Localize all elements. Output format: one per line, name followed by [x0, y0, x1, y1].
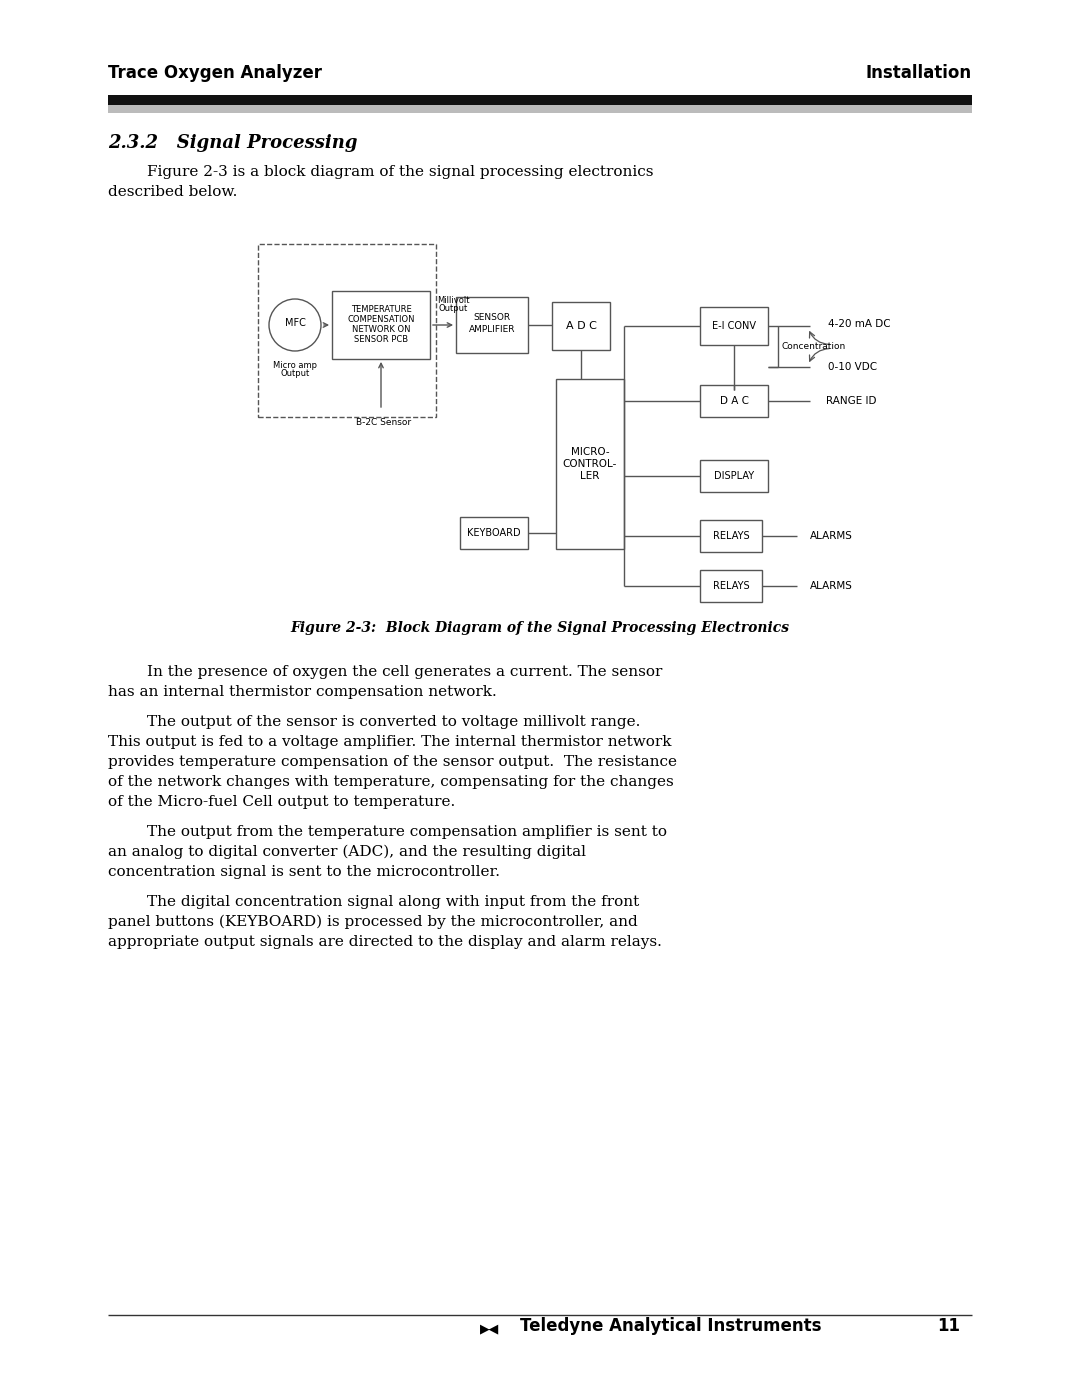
Text: MICRO-: MICRO-: [570, 447, 609, 457]
Text: appropriate output signals are directed to the display and alarm relays.: appropriate output signals are directed …: [108, 935, 662, 949]
Bar: [332, 291, 430, 359]
Text: The output from the temperature compensation amplifier is sent to: The output from the temperature compensa…: [108, 826, 667, 840]
Text: A D C: A D C: [566, 321, 596, 331]
Text: KEYBOARD: KEYBOARD: [468, 528, 521, 538]
Text: Teledyne Analytical Instruments: Teledyne Analytical Instruments: [519, 1317, 822, 1336]
Text: of the Micro-fuel Cell output to temperature.: of the Micro-fuel Cell output to tempera…: [108, 795, 456, 809]
Text: Millivolt: Millivolt: [436, 296, 469, 305]
Text: 2.3.2   Signal Processing: 2.3.2 Signal Processing: [108, 134, 357, 152]
Text: D A C: D A C: [719, 395, 748, 407]
Text: 0-10 VDC: 0-10 VDC: [828, 362, 877, 372]
Text: an analog to digital converter (ADC), and the resulting digital: an analog to digital converter (ADC), an…: [108, 845, 586, 859]
Text: SENSOR PCB: SENSOR PCB: [354, 335, 408, 345]
Text: Installation: Installation: [866, 64, 972, 82]
Bar: [700, 520, 762, 552]
Text: LER: LER: [580, 471, 599, 481]
Text: 4-20 mA DC: 4-20 mA DC: [828, 319, 891, 330]
Bar: [460, 517, 528, 549]
Text: TEMPERATURE: TEMPERATURE: [351, 306, 411, 314]
Text: E-I CONV: E-I CONV: [712, 321, 756, 331]
Text: In the presence of oxygen the cell generates a current. The sensor: In the presence of oxygen the cell gener…: [108, 665, 662, 679]
Bar: [556, 379, 624, 549]
Text: Output: Output: [281, 369, 310, 379]
Text: Figure 2-3 is a block diagram of the signal processing electronics: Figure 2-3 is a block diagram of the sig…: [108, 165, 653, 179]
Text: Trace Oxygen Analyzer: Trace Oxygen Analyzer: [108, 64, 322, 82]
Text: NETWORK ON: NETWORK ON: [352, 326, 410, 334]
Text: The output of the sensor is converted to voltage millivolt range.: The output of the sensor is converted to…: [108, 715, 640, 729]
Bar: [700, 570, 762, 602]
Text: ▶◀: ▶◀: [481, 1322, 500, 1336]
Text: RANGE ID: RANGE ID: [826, 395, 877, 407]
Text: This output is fed to a voltage amplifier. The internal thermistor network: This output is fed to a voltage amplifie…: [108, 735, 672, 749]
Bar: [456, 298, 528, 353]
Text: Concentration: Concentration: [782, 342, 847, 351]
Text: DISPLAY: DISPLAY: [714, 471, 754, 481]
Text: CONTROL-: CONTROL-: [563, 460, 617, 469]
Text: COMPENSATION: COMPENSATION: [348, 316, 415, 324]
Text: concentration signal is sent to the microcontroller.: concentration signal is sent to the micr…: [108, 865, 500, 879]
Text: ALARMS: ALARMS: [810, 531, 853, 541]
Text: MFC: MFC: [284, 319, 306, 328]
Text: panel buttons (KEYBOARD) is processed by the microcontroller, and: panel buttons (KEYBOARD) is processed by…: [108, 915, 638, 929]
Bar: [700, 307, 768, 345]
Bar: [552, 302, 610, 351]
Text: RELAYS: RELAYS: [713, 531, 750, 541]
Text: described below.: described below.: [108, 184, 238, 198]
Bar: [700, 386, 768, 416]
Bar: [700, 460, 768, 492]
Text: The digital concentration signal along with input from the front: The digital concentration signal along w…: [108, 895, 639, 909]
Bar: [108, 95, 972, 105]
Text: of the network changes with temperature, compensating for the changes: of the network changes with temperature,…: [108, 775, 674, 789]
Text: Output: Output: [438, 305, 468, 313]
Text: RELAYS: RELAYS: [713, 581, 750, 591]
Text: Figure 2-3:  Block Diagram of the Signal Processing Electronics: Figure 2-3: Block Diagram of the Signal …: [291, 622, 789, 636]
Text: ALARMS: ALARMS: [810, 581, 853, 591]
Text: Micro amp: Micro amp: [273, 360, 318, 370]
Text: 11: 11: [937, 1317, 960, 1336]
Text: has an internal thermistor compensation network.: has an internal thermistor compensation …: [108, 685, 497, 698]
Text: SENSOR: SENSOR: [473, 313, 511, 321]
Bar: [258, 244, 436, 416]
Text: AMPLIFIER: AMPLIFIER: [469, 326, 515, 334]
Bar: [108, 105, 972, 113]
Text: B-2C Sensor: B-2C Sensor: [356, 418, 411, 427]
Text: provides temperature compensation of the sensor output.  The resistance: provides temperature compensation of the…: [108, 754, 677, 768]
